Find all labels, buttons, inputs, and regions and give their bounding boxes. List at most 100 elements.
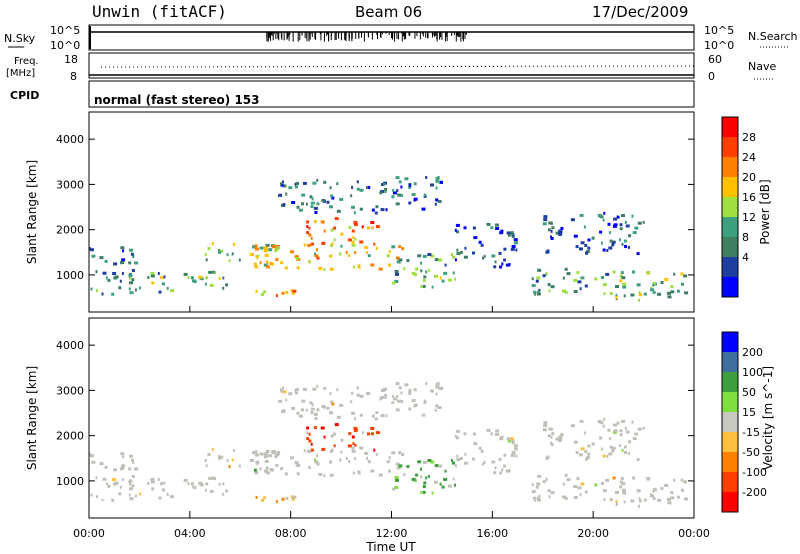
velocity-cell bbox=[616, 421, 620, 425]
power-cell bbox=[403, 267, 406, 271]
velocity-cell bbox=[550, 443, 554, 446]
power-cell bbox=[310, 242, 314, 246]
velocity-cell bbox=[131, 475, 135, 478]
power-cell bbox=[398, 258, 403, 262]
velocity-cell bbox=[579, 419, 584, 423]
power-cell bbox=[413, 182, 417, 186]
power-cell bbox=[131, 278, 135, 282]
power-cell bbox=[264, 254, 269, 257]
velocity-cell bbox=[374, 417, 378, 421]
velocity-cell bbox=[310, 442, 313, 446]
velocity-cell bbox=[628, 440, 632, 444]
colorbar-tick-label: 16 bbox=[742, 191, 756, 204]
power-cell bbox=[166, 286, 169, 290]
power-cell bbox=[104, 259, 108, 263]
power-cell bbox=[307, 243, 312, 247]
velocity-cell bbox=[120, 452, 125, 456]
power-cell bbox=[473, 236, 478, 240]
colorbar-segment bbox=[722, 257, 738, 277]
power-cell bbox=[580, 276, 585, 280]
velocity-cell bbox=[408, 407, 412, 411]
velocity-cell bbox=[91, 460, 96, 464]
power-cell bbox=[131, 269, 135, 272]
power-cell bbox=[427, 268, 430, 272]
velocity-cell bbox=[463, 461, 468, 465]
velocity-cell bbox=[451, 459, 453, 463]
power-cell bbox=[370, 221, 375, 224]
velocity-cell bbox=[636, 458, 640, 462]
power-cell bbox=[353, 211, 356, 215]
frequency-trace bbox=[89, 65, 695, 76]
power-cell bbox=[121, 272, 124, 275]
noise-panel: N.Sky 10^5 10^0 10^5 10^0 N.Search bbox=[4, 24, 798, 52]
power-cell bbox=[430, 254, 435, 258]
power-cell bbox=[228, 259, 231, 263]
power-cell bbox=[366, 250, 368, 254]
station-title: Unwin (fitACF) bbox=[92, 2, 227, 21]
power-cell bbox=[134, 288, 137, 292]
velocity-cell bbox=[602, 454, 606, 458]
colorbar-tick-label: -200 bbox=[742, 486, 767, 499]
power-cell bbox=[348, 254, 351, 257]
power-cell bbox=[388, 250, 391, 254]
power-cell bbox=[291, 201, 296, 204]
velocity-cell bbox=[395, 462, 400, 466]
power-cell bbox=[564, 267, 568, 271]
velocity-cell bbox=[570, 424, 575, 428]
velocity-cell bbox=[395, 478, 399, 482]
velocity-cell bbox=[183, 478, 188, 482]
velocity-cell bbox=[542, 480, 546, 484]
velocity-cell bbox=[459, 456, 463, 460]
power-cell bbox=[478, 240, 482, 244]
velocity-cell bbox=[464, 452, 467, 456]
velocity-cell bbox=[491, 460, 496, 464]
velocity-cell bbox=[264, 460, 269, 463]
power-cell bbox=[263, 246, 268, 250]
power-cell bbox=[329, 186, 332, 190]
velocity-cell bbox=[583, 431, 586, 435]
velocity-cell bbox=[161, 488, 165, 492]
velocity-cell bbox=[478, 446, 482, 450]
velocity-cell bbox=[385, 414, 388, 418]
velocity-cell bbox=[609, 445, 613, 449]
velocity-cell bbox=[334, 423, 339, 427]
velocity-cell bbox=[542, 428, 547, 432]
power-cell bbox=[511, 235, 515, 239]
power-cell bbox=[579, 213, 584, 217]
power-cell bbox=[500, 229, 504, 233]
power-cell bbox=[295, 257, 299, 261]
power-cell bbox=[385, 208, 388, 212]
velocity-colorbar: 200 100 50 15 -15 -50 -100 -200 bbox=[721, 331, 767, 513]
colorbar-segment bbox=[722, 472, 738, 492]
power-cell bbox=[587, 238, 591, 242]
power-cell bbox=[607, 222, 611, 226]
power-cell bbox=[290, 250, 294, 254]
velocity-cell bbox=[329, 460, 333, 464]
velocity-cell bbox=[90, 454, 94, 458]
power-cell bbox=[321, 199, 326, 202]
velocity-cell bbox=[170, 495, 175, 499]
colorbar-segment bbox=[722, 177, 738, 197]
power-cell bbox=[121, 258, 126, 262]
velocity-cell bbox=[580, 447, 585, 451]
power-cell bbox=[158, 290, 162, 294]
power-cell bbox=[370, 226, 374, 230]
velocity-cell bbox=[503, 453, 507, 457]
velocity-cell bbox=[353, 426, 358, 430]
power-cell bbox=[207, 247, 211, 251]
velocity-cell bbox=[427, 474, 430, 478]
velocity-cell bbox=[538, 494, 541, 498]
velocity-cell bbox=[298, 414, 303, 418]
power-cell bbox=[316, 256, 320, 260]
velocity-cell bbox=[252, 451, 257, 455]
power-cell bbox=[513, 241, 518, 245]
power-cell bbox=[277, 246, 281, 249]
velocity-cell bbox=[536, 482, 541, 486]
velocity-cell bbox=[573, 496, 578, 499]
velocity-cell bbox=[599, 436, 603, 440]
power-cell bbox=[379, 191, 383, 195]
power-cell bbox=[285, 290, 289, 294]
power-cell bbox=[623, 294, 626, 298]
power-cell bbox=[573, 234, 578, 238]
velocity-cell bbox=[378, 473, 383, 477]
